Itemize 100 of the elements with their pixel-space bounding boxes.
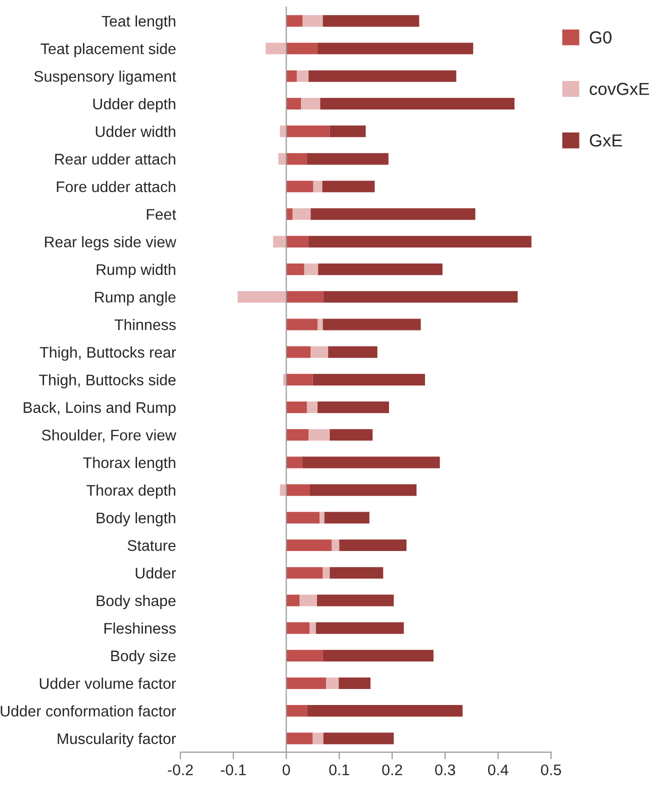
bar xyxy=(286,594,300,606)
bar xyxy=(286,42,318,54)
x-tick-label: -0.2 xyxy=(168,764,193,776)
y-tick-label: Rump angle xyxy=(95,291,176,306)
bar xyxy=(310,208,476,220)
bar xyxy=(318,263,442,276)
x-tick-label: 0.5 xyxy=(541,764,562,776)
bar xyxy=(339,539,406,552)
bar xyxy=(322,15,420,27)
legend-label: covGxE xyxy=(590,82,650,96)
bar xyxy=(286,180,314,192)
bar xyxy=(286,15,303,27)
bar xyxy=(318,42,474,54)
bar xyxy=(286,70,297,82)
x-tick-label: 0.1 xyxy=(329,764,350,776)
x-tick-label: 0.2 xyxy=(382,764,402,776)
bar xyxy=(330,126,366,138)
bar xyxy=(338,677,370,690)
bar xyxy=(312,374,426,386)
bar xyxy=(286,236,309,248)
bar xyxy=(300,594,318,606)
y-tick-label: Shoulder, Fore view xyxy=(42,429,176,442)
bar xyxy=(312,732,324,744)
bar xyxy=(273,236,286,248)
y-tick-label: Body length xyxy=(96,512,176,526)
y-tick-label: Thorax depth xyxy=(86,484,176,499)
bar xyxy=(266,42,286,54)
y-tick-label: Body shape xyxy=(96,594,176,610)
bar xyxy=(286,98,302,110)
bar xyxy=(286,484,310,496)
bar xyxy=(308,236,532,248)
bar xyxy=(286,374,313,386)
y-tick-label: Teat placement side xyxy=(40,42,176,58)
bar xyxy=(310,346,328,358)
y-tick-label: Muscularity factor xyxy=(58,732,176,748)
bar xyxy=(296,70,309,82)
bar xyxy=(322,567,330,579)
bar xyxy=(310,484,417,496)
y-tick-label: Rear udder attach xyxy=(55,153,176,165)
y-tick-label: Rear legs side view xyxy=(45,236,176,250)
y-tick-label: Suspensory ligament xyxy=(34,70,176,85)
bar xyxy=(318,401,390,414)
bar xyxy=(332,539,340,552)
bar xyxy=(286,705,308,717)
bar xyxy=(330,567,384,579)
bar xyxy=(316,622,404,634)
bar xyxy=(286,126,330,138)
x-tick-label: -0.1 xyxy=(220,764,246,776)
y-tick-label: Thorax length xyxy=(83,456,176,472)
x-tick-label: 0.3 xyxy=(435,764,456,776)
bar xyxy=(320,512,324,524)
bar xyxy=(328,346,378,358)
bar xyxy=(286,346,311,358)
bar xyxy=(286,650,323,662)
y-tick-label: Udder xyxy=(136,567,176,579)
bar xyxy=(286,456,302,468)
bar xyxy=(301,98,320,110)
y-tick-label: Body size xyxy=(111,650,176,664)
bar xyxy=(317,594,394,606)
x-tick-label: 0.4 xyxy=(488,764,508,776)
bar xyxy=(322,180,375,192)
bar xyxy=(308,429,330,441)
bar xyxy=(286,318,318,330)
legend-label: GxE xyxy=(590,134,622,147)
y-tick-label: Thigh, Buttocks side xyxy=(39,374,176,388)
bar xyxy=(307,705,463,717)
y-tick-label: Fleshiness xyxy=(104,622,176,634)
bar xyxy=(310,622,316,634)
bar xyxy=(286,567,323,579)
bar xyxy=(286,622,310,634)
bar xyxy=(286,263,304,276)
bar xyxy=(286,677,326,690)
x-tick-label: 0 xyxy=(282,764,290,776)
legend-label: G0 xyxy=(590,31,612,44)
bar xyxy=(323,291,518,303)
bar xyxy=(324,512,370,524)
y-tick-label: Back, Loins and Rump xyxy=(24,402,176,416)
bar xyxy=(286,401,307,414)
bar xyxy=(304,263,318,276)
bar xyxy=(326,677,339,690)
bar xyxy=(308,70,456,82)
y-tick-label: Stature xyxy=(128,540,176,551)
y-tick-label: Thinness xyxy=(114,318,176,330)
bar xyxy=(286,291,324,303)
bar xyxy=(320,98,515,110)
y-tick-label: Fore udder attach xyxy=(56,180,176,192)
y-tick-label: Udder conformation factor xyxy=(0,705,176,717)
bar xyxy=(330,429,373,441)
y-tick-label: Udder volume factor xyxy=(40,678,176,689)
bar xyxy=(306,401,318,414)
bar xyxy=(286,512,320,524)
y-tick-label: Udder width xyxy=(96,126,176,137)
y-tick-label: Thigh, Buttocks rear xyxy=(40,346,176,361)
bar xyxy=(323,732,394,744)
bar xyxy=(318,318,323,330)
y-tick-label: Rump width xyxy=(96,264,176,278)
bar xyxy=(286,153,307,165)
bar xyxy=(322,650,434,662)
bar xyxy=(238,291,286,303)
y-tick-label: Udder depth xyxy=(93,98,176,112)
